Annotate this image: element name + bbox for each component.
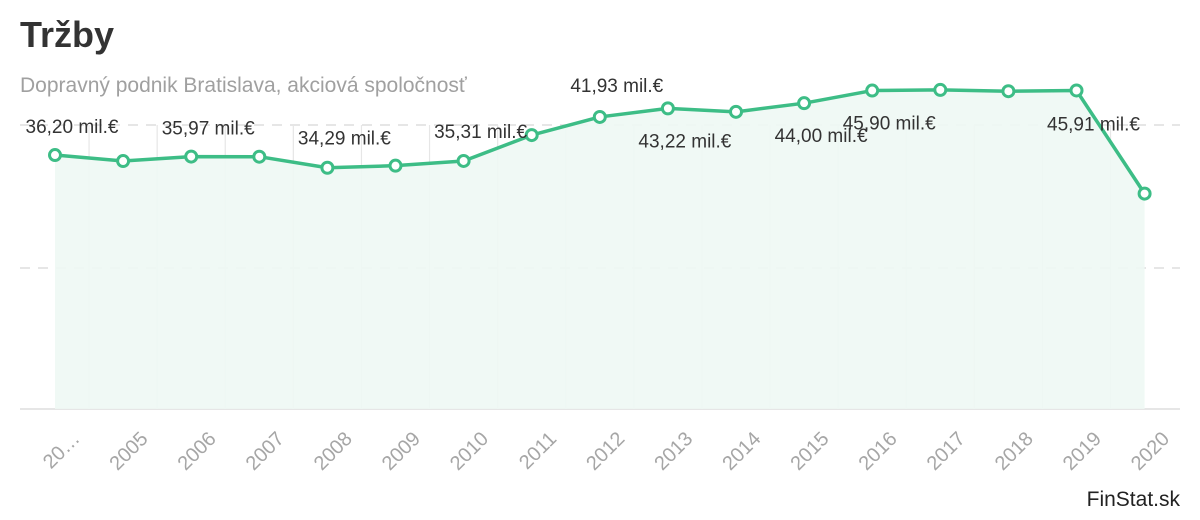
data-labels-layer: 36,20 mil.€ 35,97 mil.€ 34,29 mil.€ 35,31 m… bbox=[26, 76, 1141, 152]
x-tick-label: 2011 bbox=[515, 428, 561, 474]
data-point bbox=[1001, 84, 1016, 99]
data-label: 41,93 mil.€ bbox=[570, 76, 663, 97]
x-tick-label: 20… bbox=[39, 428, 84, 473]
data-label: 45,91 mil.€ bbox=[1047, 114, 1140, 135]
x-tick-label: 2008 bbox=[310, 428, 357, 475]
x-tick-label: 2010 bbox=[446, 428, 493, 475]
data-point bbox=[48, 148, 62, 163]
x-tick-label: 2017 bbox=[923, 428, 970, 475]
data-point bbox=[865, 83, 880, 98]
data-point bbox=[660, 101, 675, 116]
data-point bbox=[184, 149, 199, 164]
x-tick-label: 2020 bbox=[1127, 428, 1174, 475]
data-label: 35,31 mil.€ bbox=[434, 122, 527, 143]
x-tick-label: 2015 bbox=[787, 428, 834, 475]
x-tick-label: 2006 bbox=[174, 428, 221, 475]
x-tick-label: 2014 bbox=[718, 428, 765, 475]
chart-title: Tržby bbox=[20, 14, 115, 55]
data-point bbox=[729, 104, 743, 119]
x-tick-label: 2009 bbox=[378, 428, 425, 475]
chart-subtitle: Dopravný podnik Bratislava, akciová spol… bbox=[20, 74, 467, 97]
points-layer bbox=[48, 82, 1152, 201]
finstat-credit[interactable]: FinStat.sk bbox=[1086, 488, 1180, 511]
x-tick-label: 2018 bbox=[991, 428, 1038, 475]
x-axis-ticks: 20… 2005 2006 2007 2008 2009 2010 2011 2012 2013 2… bbox=[39, 428, 1174, 475]
x-tick-label: 2013 bbox=[650, 428, 697, 475]
data-point bbox=[320, 160, 335, 175]
x-tick-label: 2007 bbox=[242, 428, 289, 475]
data-point bbox=[252, 149, 267, 164]
data-label: 43,22 mil.€ bbox=[638, 131, 731, 152]
data-label: 36,20 mil.€ bbox=[26, 117, 119, 138]
data-point bbox=[524, 128, 539, 143]
data-point bbox=[1137, 186, 1152, 201]
data-label: 35,97 mil.€ bbox=[162, 119, 255, 140]
x-tick-label: 2005 bbox=[106, 428, 153, 475]
data-point bbox=[456, 153, 471, 168]
data-point bbox=[592, 109, 607, 124]
data-label: 45,90 mil.€ bbox=[843, 114, 936, 135]
x-tick-label: 2016 bbox=[855, 428, 902, 475]
data-point bbox=[797, 96, 812, 111]
data-point bbox=[1069, 83, 1084, 98]
data-point bbox=[116, 154, 131, 169]
data-point bbox=[933, 82, 948, 97]
data-label: 34,29 mil.€ bbox=[298, 129, 391, 150]
x-tick-label: 2012 bbox=[582, 428, 629, 475]
data-point bbox=[388, 158, 403, 173]
x-tick-label: 2019 bbox=[1059, 428, 1106, 475]
data-label: 44,00 mil.€ bbox=[775, 126, 868, 147]
